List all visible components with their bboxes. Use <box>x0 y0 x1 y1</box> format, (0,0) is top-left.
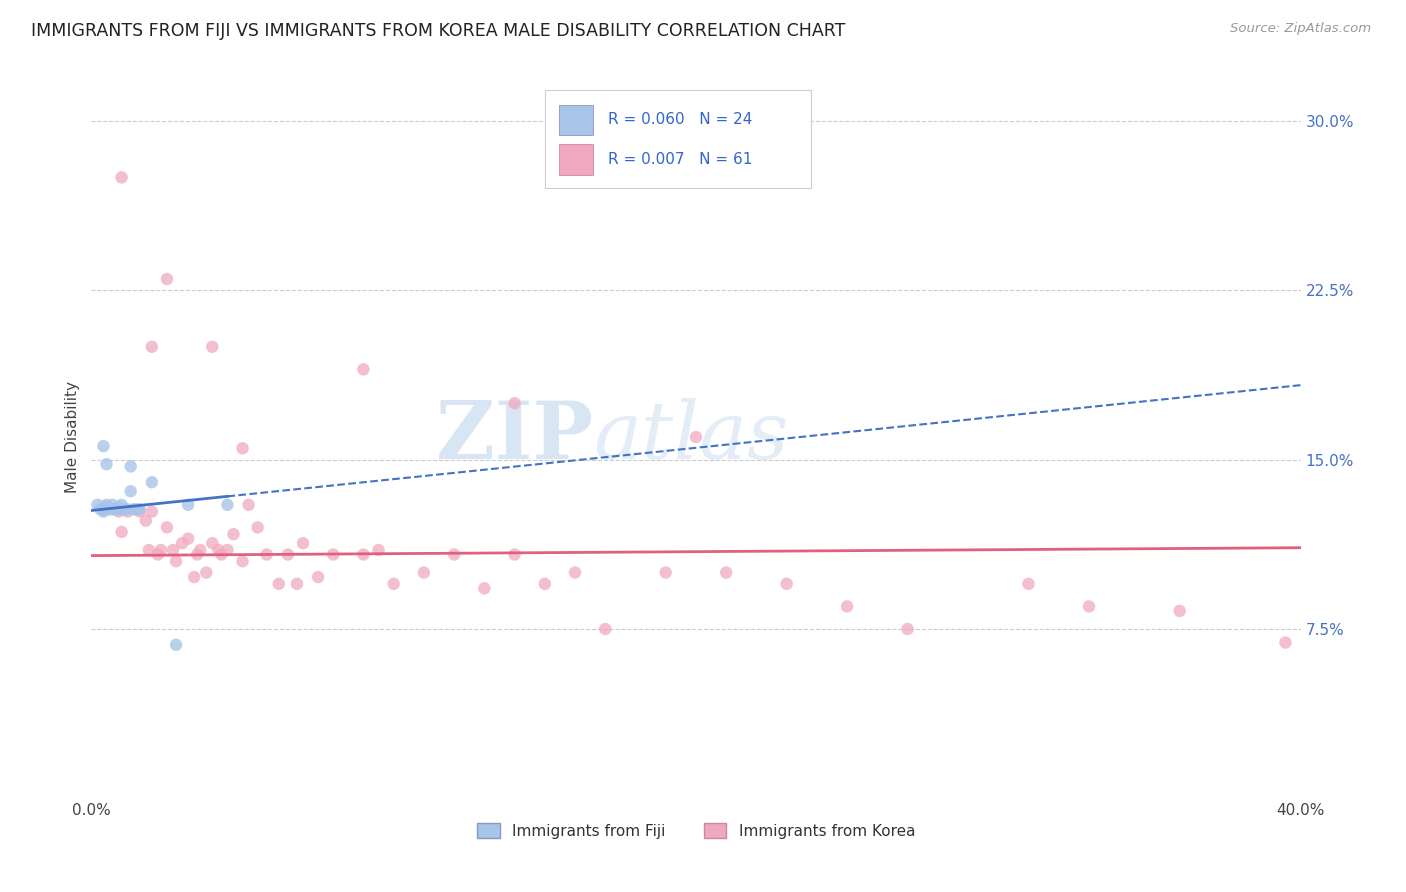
Point <box>93 502 115 516</box>
Point <box>93 505 115 519</box>
Point <box>322 548 344 562</box>
Point <box>177 498 200 512</box>
Point <box>101 498 124 512</box>
Point <box>89 502 111 516</box>
Point <box>117 505 139 519</box>
Point <box>238 498 260 512</box>
Point <box>195 566 218 580</box>
Point <box>98 502 121 516</box>
Point <box>86 498 108 512</box>
Point <box>352 362 374 376</box>
Point <box>307 570 329 584</box>
Y-axis label: Male Disability: Male Disability <box>65 381 80 493</box>
FancyBboxPatch shape <box>560 145 593 175</box>
Point <box>146 548 169 562</box>
Text: Source: ZipAtlas.com: Source: ZipAtlas.com <box>1230 22 1371 36</box>
FancyBboxPatch shape <box>560 104 593 135</box>
Point <box>246 520 269 534</box>
Point <box>277 548 299 562</box>
Point <box>156 520 179 534</box>
Text: atlas: atlas <box>593 399 789 475</box>
Point <box>138 543 160 558</box>
Point <box>96 498 118 512</box>
Point <box>503 396 526 410</box>
Point <box>156 272 179 286</box>
Point <box>165 554 187 568</box>
Point <box>120 459 142 474</box>
Point <box>128 502 150 516</box>
Point <box>1018 577 1040 591</box>
Point <box>183 570 205 584</box>
Point <box>1077 599 1099 614</box>
Point <box>111 524 132 539</box>
Point <box>256 548 278 562</box>
Point <box>135 514 157 528</box>
Point <box>352 548 374 562</box>
Point <box>117 502 139 516</box>
Point <box>564 566 586 580</box>
Point <box>120 484 142 499</box>
Point <box>217 498 239 512</box>
Text: IMMIGRANTS FROM FIJI VS IMMIGRANTS FROM KOREA MALE DISABILITY CORRELATION CHART: IMMIGRANTS FROM FIJI VS IMMIGRANTS FROM … <box>31 22 845 40</box>
Point <box>128 505 150 519</box>
Point <box>217 543 239 558</box>
Point <box>201 536 224 550</box>
Point <box>503 548 526 562</box>
Point <box>101 502 124 516</box>
Point <box>443 548 465 562</box>
Point <box>267 577 290 591</box>
Text: R = 0.060   N = 24: R = 0.060 N = 24 <box>607 112 752 128</box>
Point <box>367 543 389 558</box>
Point <box>188 543 211 558</box>
Point <box>107 500 129 514</box>
Point <box>231 442 253 456</box>
Point <box>93 502 115 516</box>
Point <box>172 536 194 550</box>
Point <box>141 505 163 519</box>
Point <box>177 532 200 546</box>
Point <box>654 566 676 580</box>
Point <box>111 498 132 512</box>
Point <box>685 430 707 444</box>
Point <box>93 439 115 453</box>
Point <box>165 638 187 652</box>
Point <box>472 582 495 596</box>
Point <box>201 340 224 354</box>
Point <box>1274 635 1296 649</box>
Point <box>835 599 858 614</box>
Point <box>141 475 163 490</box>
Text: R = 0.007   N = 61: R = 0.007 N = 61 <box>607 153 752 167</box>
Point <box>122 502 145 516</box>
Text: ZIP: ZIP <box>436 398 593 476</box>
Point <box>222 527 245 541</box>
Point <box>1168 604 1191 618</box>
Point <box>141 340 163 354</box>
Point <box>162 543 184 558</box>
Point <box>413 566 436 580</box>
Point <box>897 622 920 636</box>
Point <box>714 566 737 580</box>
FancyBboxPatch shape <box>544 90 811 188</box>
Point <box>114 502 136 516</box>
Point <box>776 577 799 591</box>
Point <box>207 543 229 558</box>
Point <box>231 554 253 568</box>
Point <box>107 502 129 516</box>
Point <box>595 622 617 636</box>
Point <box>285 577 308 591</box>
Point <box>107 505 129 519</box>
Point <box>96 457 118 471</box>
Point <box>533 577 555 591</box>
Legend: Immigrants from Fiji, Immigrants from Korea: Immigrants from Fiji, Immigrants from Ko… <box>471 817 921 845</box>
Point <box>125 502 148 516</box>
Point <box>149 543 172 558</box>
Point <box>209 548 232 562</box>
Point <box>186 548 208 562</box>
Point <box>382 577 405 591</box>
Point <box>111 170 132 185</box>
Point <box>292 536 315 550</box>
Point <box>96 500 118 514</box>
Point <box>104 502 127 516</box>
Point <box>111 502 132 516</box>
